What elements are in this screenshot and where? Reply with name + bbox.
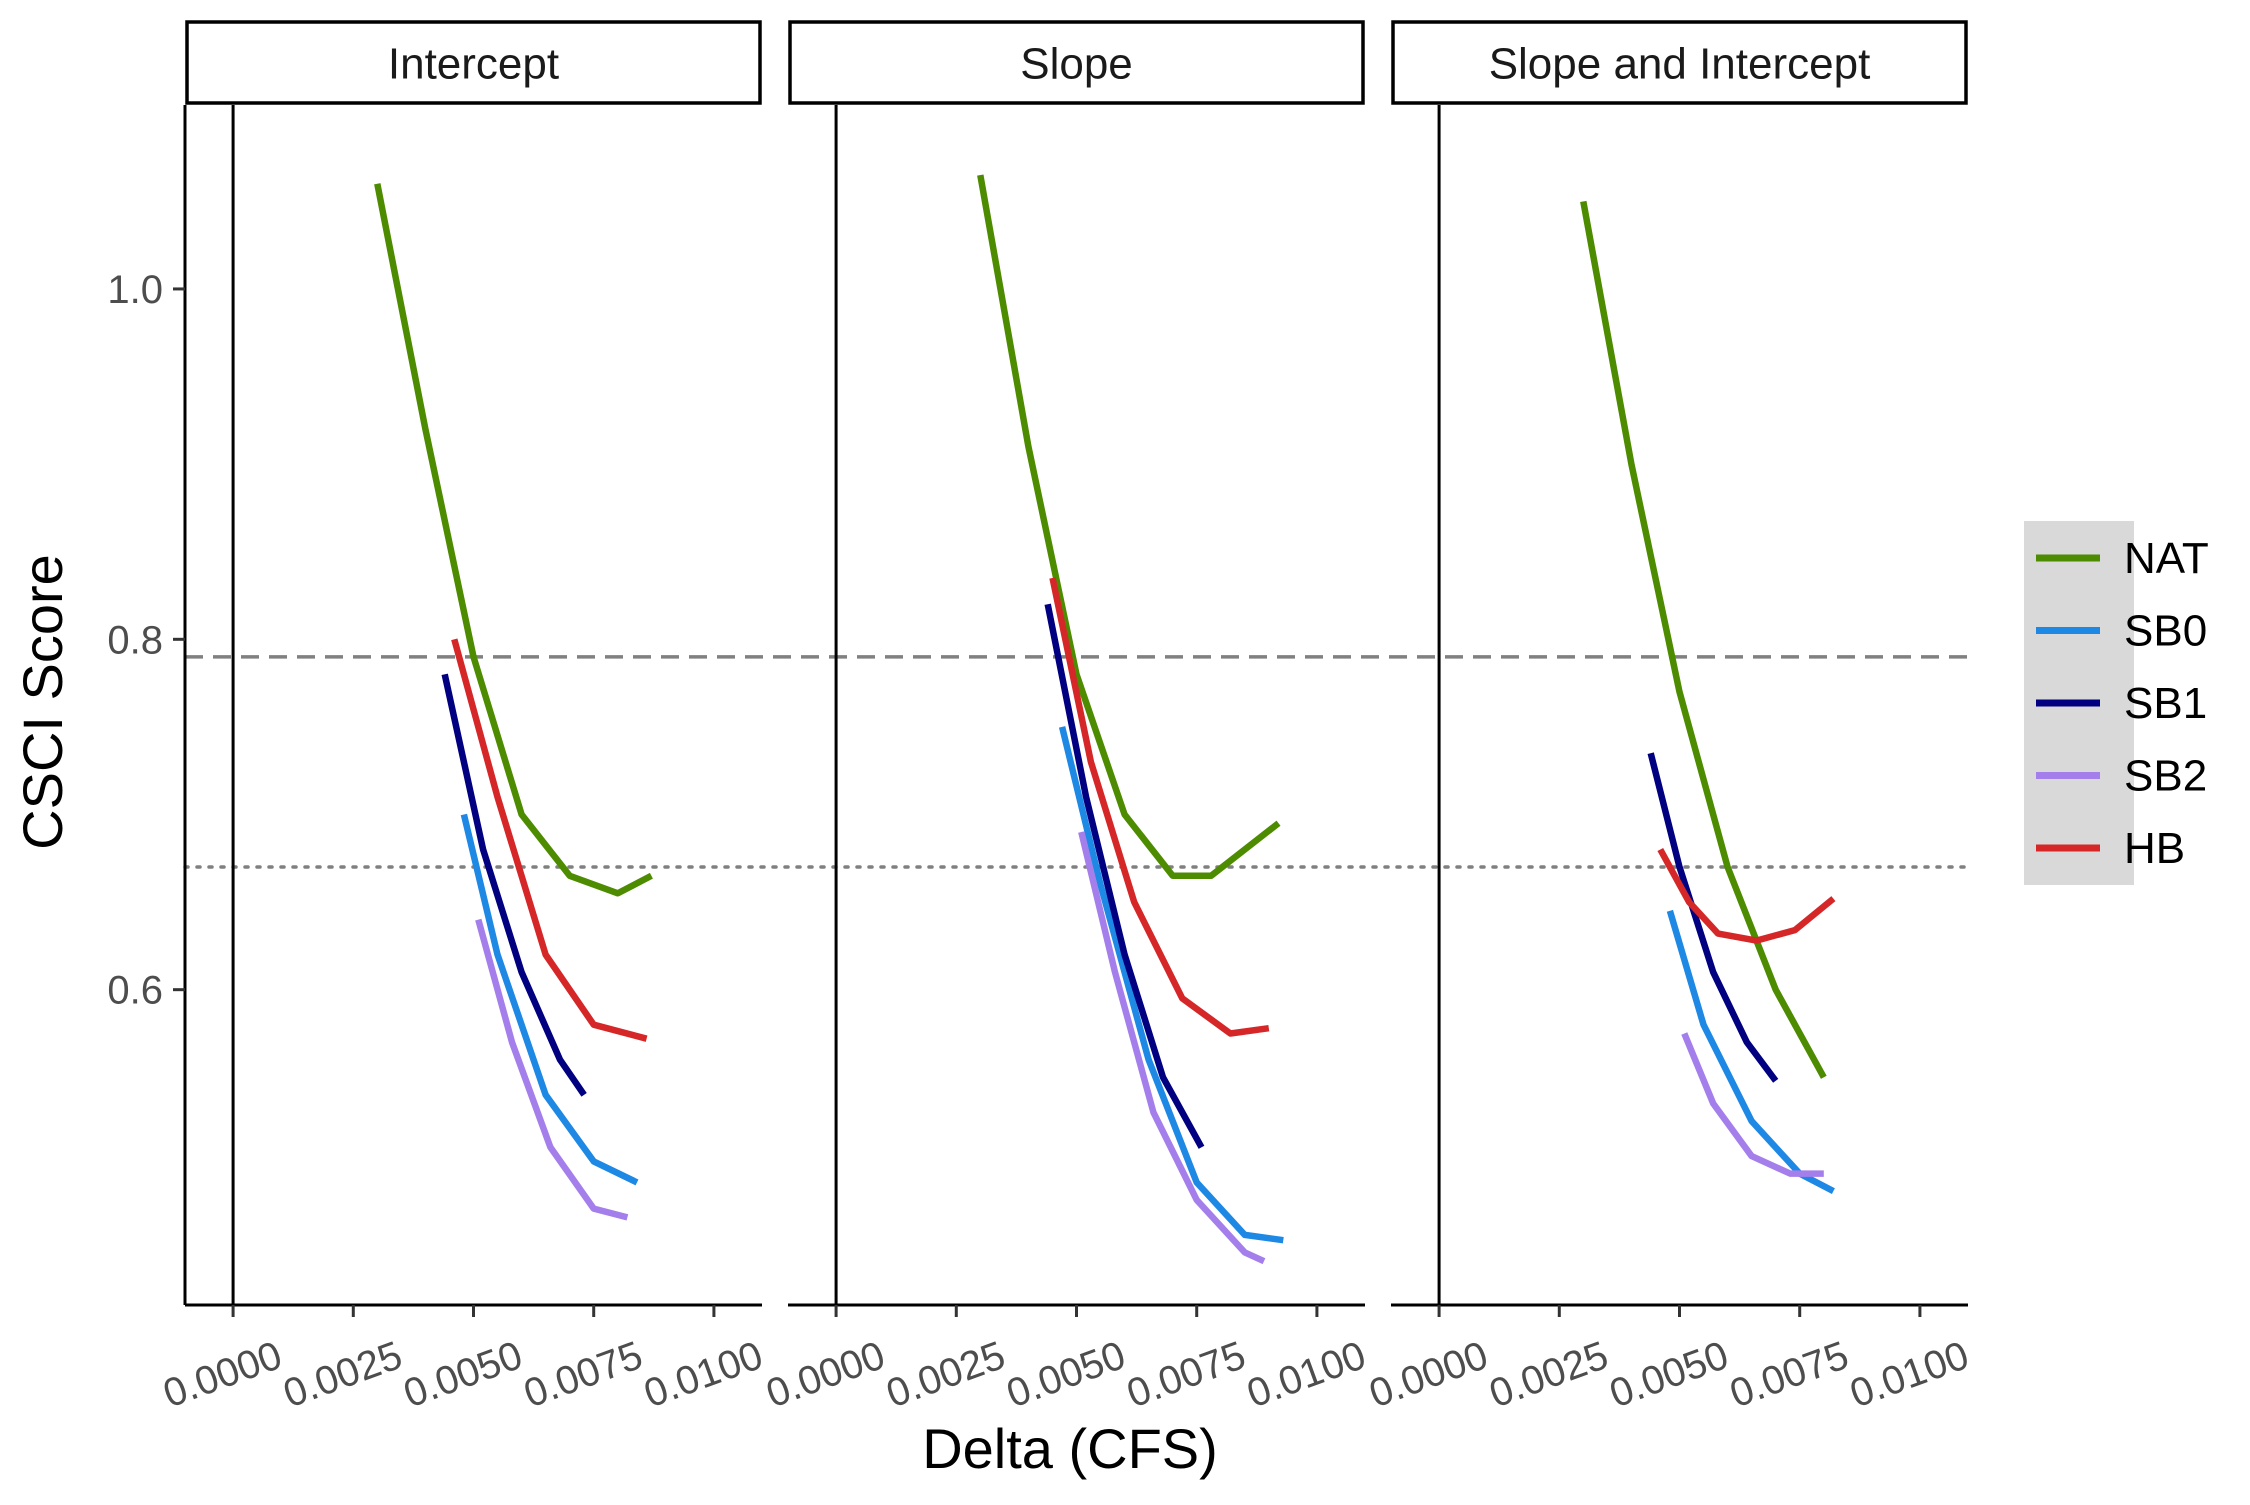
x-tick-label: 0.0100 [1241,1333,1371,1416]
panel-title: Slope [1020,40,1133,89]
y-tick-label: 0.6 [107,969,163,1013]
legend-label-sb1: SB1 [2124,679,2207,728]
series-line-nat [1580,200,1827,1079]
series-line-hb [1049,577,1270,1037]
axis-titles: Delta (CFS) CSCI Score [11,554,1218,1480]
panels-layer: Intercept0.00000.00250.00500.00750.0100S… [107,20,1974,1416]
y-axis-ticks: 0.6 0.8 1.0 [107,268,185,1013]
legend-label-hb: HB [2124,824,2185,873]
x-tick-label: 0.0050 [398,1333,528,1416]
series-line-hb [1657,847,1836,944]
x-tick-label: 0.0000 [1364,1333,1494,1416]
x-tick-label: 0.0100 [638,1333,768,1416]
panel-strip [788,20,1365,105]
panel-strip [185,20,762,105]
x-tick-label: 0.0000 [158,1333,288,1416]
x-tick-label: 0.0000 [761,1333,891,1416]
series-line-sb1 [441,673,587,1097]
x-axis-title: Delta (CFS) [922,1417,1218,1480]
series-line-hb [451,638,648,1042]
x-tick-label: 0.0050 [1604,1333,1734,1416]
legend-label-sb0: SB0 [2124,607,2207,656]
legend: NAT SB0 SB1 SB2 HB [2024,521,2209,885]
series-line-sb2 [475,918,629,1221]
series-line-nat [374,183,653,897]
x-tick-label: 0.0075 [1121,1333,1251,1416]
panel-slope-and-intercept: Slope and Intercept0.00000.00250.00500.0… [1364,20,1974,1416]
series-line-sb0 [1058,726,1284,1244]
x-tick-label: 0.0025 [278,1333,408,1416]
panel-strip [1391,20,1968,105]
x-tick-label: 0.0025 [881,1333,1011,1416]
series-line-sb0 [1666,909,1835,1194]
series-line-sb0 [460,813,639,1186]
legend-label-nat: NAT [2124,534,2209,583]
x-tick-label: 0.0025 [1484,1333,1614,1416]
y-tick-label: 0.8 [107,618,163,662]
x-tick-label: 0.0100 [1844,1333,1974,1416]
x-tick-label: 0.0050 [1001,1333,1131,1416]
x-tick-label: 0.0075 [518,1333,648,1416]
series-line-sb1 [1044,603,1205,1149]
legend-label-sb2: SB2 [2124,752,2207,801]
series-line-sb2 [1078,831,1266,1265]
series-line-sb2 [1681,1032,1824,1177]
y-axis-title: CSCI Score [11,554,74,850]
y-tick-label: 1.0 [107,268,163,312]
panel-title: Slope and Intercept [1489,40,1871,89]
panel-title: Intercept [388,40,559,89]
series-line-nat [977,174,1281,880]
x-tick-label: 0.0075 [1724,1333,1854,1416]
series-line-sb1 [1647,752,1779,1083]
